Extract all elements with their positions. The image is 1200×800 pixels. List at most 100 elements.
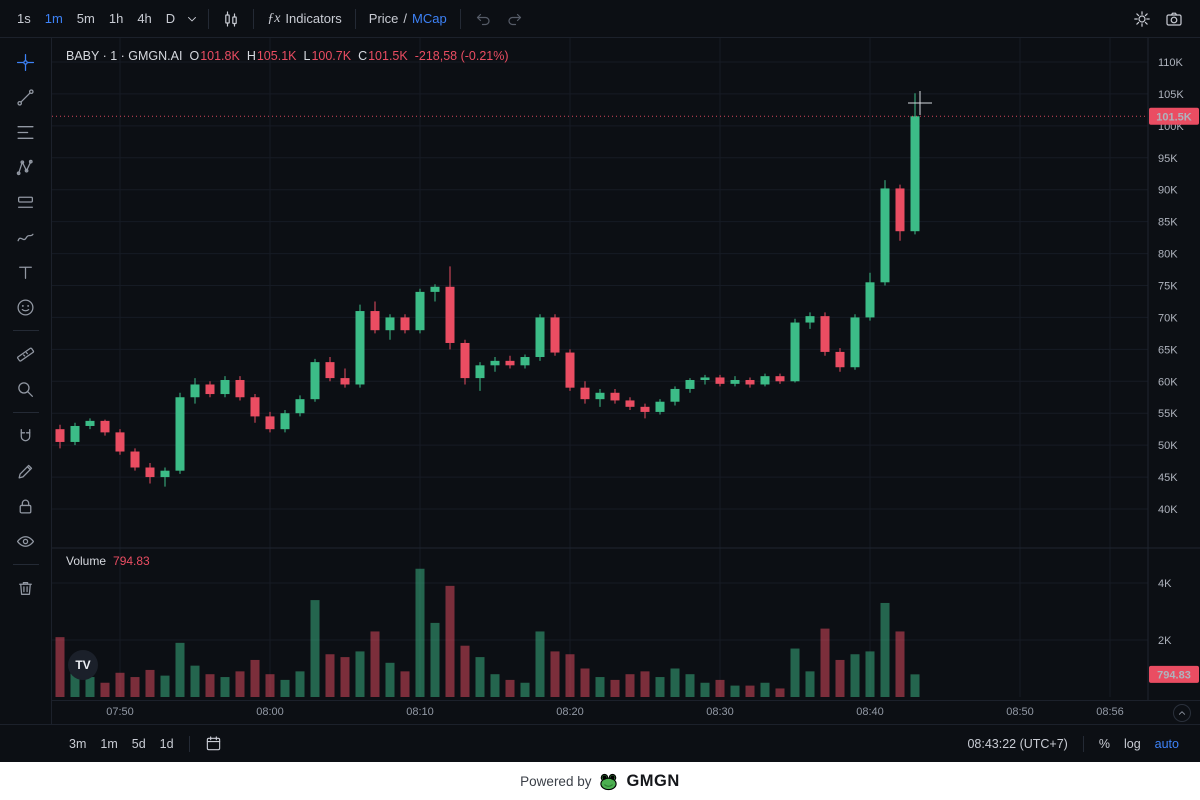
- svg-text:101.5K: 101.5K: [1156, 111, 1192, 123]
- range-group: 3m 1m 5d 1d: [62, 733, 181, 755]
- svg-text:110K: 110K: [1158, 57, 1184, 69]
- position-icon: [16, 193, 35, 212]
- ruler-icon: [16, 345, 35, 364]
- undo-icon: [474, 10, 492, 28]
- fib-retracement-tool-button[interactable]: [8, 115, 44, 149]
- time-label-08:56: 08:56: [1096, 706, 1124, 718]
- percent-scale-button[interactable]: %: [1092, 733, 1117, 755]
- range-1d-button[interactable]: 1d: [153, 733, 181, 755]
- gmgn-brand-text: GMGN: [626, 771, 680, 790]
- crosshair-icon: [16, 53, 35, 72]
- brush-icon: [16, 228, 35, 247]
- lock-tool-button[interactable]: [8, 489, 44, 523]
- lock-icon: [16, 497, 35, 516]
- range-1m-button[interactable]: 1m: [93, 733, 124, 755]
- time-axis[interactable]: 07:50 08:00 08:10 08:20 08:30 08:40 08:50 08:56: [52, 700, 1200, 724]
- auto-scale-button[interactable]: auto: [1148, 733, 1186, 755]
- text-icon: [16, 263, 35, 282]
- chart-canvas[interactable]: 110K 105K 100K 95K 90K 85K 80K 75K 70K 65K 60K 55K 5…: [52, 38, 1200, 700]
- brush-tool-button[interactable]: [8, 220, 44, 254]
- powered-by-footer: Powered by GMGN: [0, 762, 1200, 800]
- ruler-tool-button[interactable]: [8, 337, 44, 371]
- powered-by-label: Powered by: [520, 773, 592, 789]
- svg-text:60K: 60K: [1158, 376, 1178, 388]
- close-key: C: [358, 49, 368, 63]
- toolbar-divider: [208, 8, 210, 29]
- chart-style-button[interactable]: [215, 6, 247, 32]
- interval-5m[interactable]: 5m: [70, 7, 102, 30]
- trash-icon: [16, 579, 35, 598]
- range-3m-button[interactable]: 3m: [62, 733, 93, 755]
- time-label-08:40: 08:40: [856, 706, 884, 718]
- svg-text:85K: 85K: [1158, 217, 1178, 229]
- toolbar-divider: [12, 564, 39, 565]
- time-label-08:00: 08:00: [256, 706, 284, 718]
- fib-retracement-icon: [16, 123, 35, 142]
- high-key: H: [246, 49, 256, 63]
- time-label-08:10: 08:10: [406, 706, 434, 718]
- chart-top-toolbar: 1s 1m 5m 1h 4h D ƒx Indicators Price / MCap: [0, 0, 1200, 38]
- open-value: 101.8K: [200, 49, 240, 63]
- settings-button[interactable]: [1126, 6, 1158, 32]
- interval-dropdown-button[interactable]: [182, 8, 202, 30]
- svg-text:50K: 50K: [1158, 440, 1178, 452]
- trash-tool-button[interactable]: [8, 571, 44, 605]
- indicators-button[interactable]: ƒx Indicators: [260, 7, 349, 31]
- position-tool-button[interactable]: [8, 185, 44, 219]
- change-value: -218,58 (-0.21%): [414, 49, 509, 63]
- svg-text:55K: 55K: [1158, 408, 1178, 420]
- go-to-date-button[interactable]: [198, 731, 229, 756]
- toolbar-divider: [459, 8, 461, 29]
- pattern-icon: [16, 158, 35, 177]
- fx-icon: ƒx: [267, 10, 281, 26]
- svg-text:80K: 80K: [1158, 249, 1178, 261]
- trend-line-tool-button[interactable]: [8, 80, 44, 114]
- interval-4h[interactable]: 4h: [130, 7, 158, 30]
- draw-icon: [16, 462, 35, 481]
- interval-1h[interactable]: 1h: [102, 7, 130, 30]
- redo-button[interactable]: [499, 6, 531, 32]
- volume-label: Volume: [66, 554, 107, 568]
- magnet-tool-button[interactable]: [8, 419, 44, 453]
- emoji-tool-button[interactable]: [8, 290, 44, 324]
- calendar-icon: [205, 735, 222, 752]
- draw-tool-button[interactable]: [8, 454, 44, 488]
- close-value: 101.5K: [368, 49, 408, 63]
- interval-D[interactable]: D: [159, 7, 182, 30]
- log-scale-button[interactable]: log: [1117, 733, 1148, 755]
- zoom-tool-button[interactable]: [8, 372, 44, 406]
- clock-display[interactable]: 08:43:22 (UTC+7): [960, 733, 1074, 755]
- price-mcap-separator: /: [403, 11, 408, 26]
- crosshair-tool-button[interactable]: [8, 45, 44, 79]
- bottom-divider: [188, 735, 190, 752]
- price-mcap-toggle[interactable]: Price / MCap: [362, 7, 454, 30]
- open-key: O: [189, 49, 200, 63]
- indicators-label: Indicators: [285, 11, 342, 26]
- chart-main: 110K 105K 100K 95K 90K 85K 80K 75K 70K 65K 60K 55K 5…: [0, 38, 1200, 724]
- undo-button[interactable]: [467, 6, 499, 32]
- text-tool-button[interactable]: [8, 255, 44, 289]
- low-value: 100.7K: [311, 49, 352, 63]
- eye-tool-button[interactable]: [8, 524, 44, 558]
- emoji-icon: [16, 298, 35, 317]
- candlestick-icon: [222, 10, 240, 28]
- mcap-label: MCap: [412, 11, 447, 26]
- bottom-divider: [1082, 735, 1084, 752]
- range-5d-button[interactable]: 5d: [125, 733, 153, 755]
- svg-text:4K: 4K: [1158, 578, 1172, 590]
- interval-1m[interactable]: 1m: [38, 7, 70, 30]
- interval-group: 1s 1m 5m 1h 4h D: [10, 7, 182, 30]
- svg-text:65K: 65K: [1158, 344, 1178, 356]
- axis-corner-button[interactable]: [1173, 704, 1191, 722]
- symbol-legend: BABY · 1 · GMGN.AI O 101.8K H 105.1K L 100.…: [66, 49, 509, 63]
- interval-1s[interactable]: 1s: [10, 7, 38, 30]
- pattern-tool-button[interactable]: [8, 150, 44, 184]
- tradingview-logo[interactable]: TV: [68, 650, 98, 680]
- high-value: 105.1K: [256, 49, 297, 63]
- volume-value: 794.83: [113, 554, 150, 568]
- candlestick-chart[interactable]: 110K 105K 100K 95K 90K 85K 80K 75K 70K 65K 60K 55K 5…: [52, 38, 1200, 700]
- trend-line-icon: [16, 88, 35, 107]
- time-label-08:50: 08:50: [1006, 706, 1034, 718]
- toolbar-divider: [253, 8, 255, 29]
- screenshot-button[interactable]: [1158, 6, 1190, 32]
